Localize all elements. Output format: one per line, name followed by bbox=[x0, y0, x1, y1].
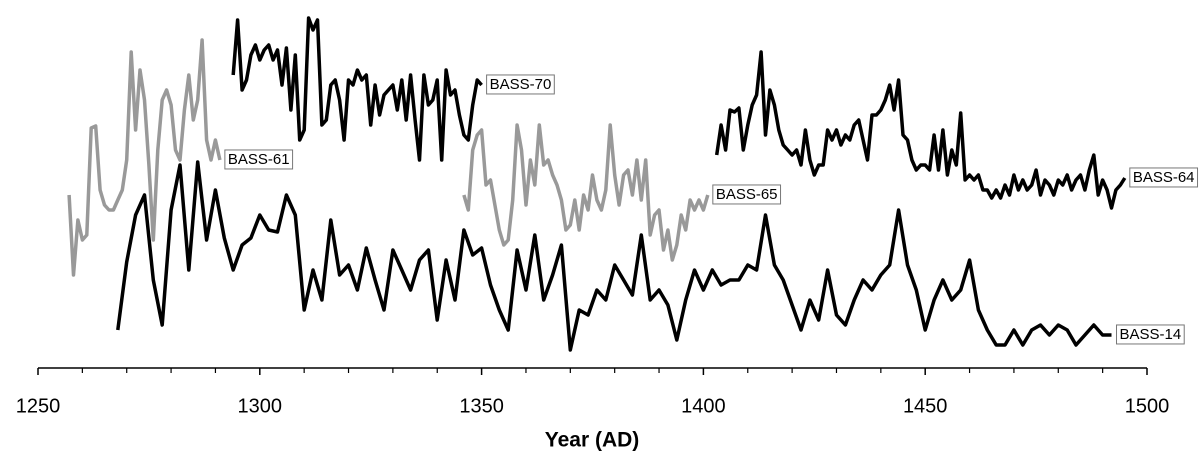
series-label: BASS-14 bbox=[1116, 324, 1185, 345]
series-label-box bbox=[712, 184, 782, 205]
x-tick-label: 1400 bbox=[681, 395, 726, 417]
x-tick-label: 1350 bbox=[459, 395, 504, 417]
series-label-text: BASS-61 bbox=[228, 151, 290, 168]
series-label-box bbox=[224, 149, 294, 170]
series-label-box bbox=[486, 74, 555, 95]
series-line bbox=[116, 160, 1112, 352]
series-label: BASS-64 bbox=[1129, 167, 1199, 188]
x-tick-label: 1500 bbox=[1125, 395, 1170, 417]
series-label-text: BASS-14 bbox=[1120, 326, 1182, 343]
x-tick-label: 1250 bbox=[16, 395, 61, 417]
series-line bbox=[462, 123, 710, 262]
series-label-text: BASS-65 bbox=[716, 186, 778, 203]
series-label-text: BASS-64 bbox=[1133, 169, 1195, 186]
series-label-box bbox=[1116, 324, 1185, 345]
x-tick-label: 1450 bbox=[903, 395, 948, 417]
series-label: BASS-61 bbox=[224, 149, 294, 170]
series-label: BASS-65 bbox=[712, 184, 782, 205]
series-label: BASS-70 bbox=[486, 74, 555, 95]
x-tick-label: 1300 bbox=[238, 395, 283, 417]
series-line bbox=[67, 38, 222, 277]
series-label-box bbox=[1129, 167, 1199, 188]
x-axis-title: Year (AD) bbox=[545, 429, 640, 452]
series-line bbox=[714, 50, 1127, 210]
series-line bbox=[231, 16, 483, 162]
series-label-text: BASS-70 bbox=[490, 76, 552, 93]
